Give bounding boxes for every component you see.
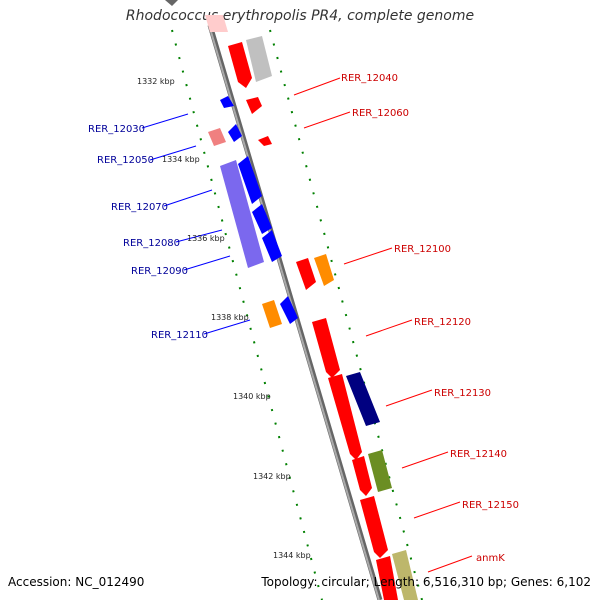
gene-rer-12110-orange	[262, 300, 282, 328]
gene-label-rer-12040: RER_12040	[341, 73, 398, 84]
gene-label-rer-12110: RER_12110	[151, 330, 208, 341]
gene-olive-1	[368, 450, 392, 492]
gene-rer-12060	[246, 97, 262, 114]
gene-label-rer-12060: RER_12060	[352, 108, 409, 119]
leader-rer-12110	[203, 319, 251, 335]
gene-label-rer-12070: RER_12070	[111, 202, 168, 213]
gene-small-red	[258, 136, 272, 146]
gene-blue-1	[220, 96, 234, 108]
gene-rer-12130	[328, 374, 362, 460]
leader-rer-12140	[401, 451, 449, 469]
gene-top-fragment-1	[205, 15, 228, 32]
leader-rer-12100	[343, 247, 393, 265]
gene-rer-12080	[252, 204, 272, 234]
gene-label-rer-12080: RER_12080	[123, 238, 180, 249]
gene-rer-12050	[228, 124, 242, 142]
gene-rer-12150	[360, 496, 388, 558]
leader-rer-12070	[163, 189, 213, 207]
gene-navy-1	[346, 372, 380, 426]
gene-label-rer-12120: RER_12120	[414, 317, 471, 328]
gene-blue-2	[238, 156, 262, 204]
gene-anmk	[376, 556, 398, 600]
gene-label-rer-12100: RER_12100	[394, 244, 451, 255]
kbp-label: 1340 kbp	[233, 392, 271, 401]
gene-rer-12140	[352, 456, 372, 496]
leader-rer-12090	[183, 255, 231, 271]
gene-label-rer-12140: RER_12140	[450, 449, 507, 460]
gene-rer-12070	[220, 160, 264, 268]
gene-rer-12090	[262, 230, 282, 262]
leader-rer-12080	[175, 229, 223, 243]
gene-rer-12040	[228, 42, 252, 88]
genome-summary: Topology: circular; Length: 6,516,310 bp…	[261, 575, 591, 589]
tick-track-right	[269, 29, 423, 600]
leader-rer-12040	[293, 77, 341, 96]
gene-khaki-1	[392, 550, 418, 600]
kbp-label: 1332 kbp	[137, 77, 175, 86]
leader-rer-12060	[303, 111, 351, 129]
kbp-label: 1334 kbp	[162, 155, 200, 164]
leader-rer-12050	[149, 145, 197, 161]
kbp-label: 1336 kbp	[187, 234, 225, 243]
kbp-label: 1342 kbp	[253, 472, 291, 481]
gene-top-fragment-2	[165, 0, 178, 6]
gene-rer-12120	[312, 318, 340, 378]
leader-rer-12150	[413, 501, 461, 519]
gene-label-rer-12130: RER_12130	[434, 388, 491, 399]
leader-rer-12120	[365, 319, 413, 337]
kbp-label: 1344 kbp	[273, 551, 311, 560]
gene-label-rer-12050: RER_12050	[97, 155, 154, 166]
kbp-label: 1338 kbp	[211, 313, 249, 322]
leader-rer-12030	[141, 113, 189, 129]
gene-label-rer-12090: RER_12090	[131, 266, 188, 277]
gene-label-anmk: anmK	[476, 553, 505, 564]
tick-track-left	[171, 29, 323, 600]
gene-rer-12100	[296, 258, 316, 290]
gene-label-rer-12030: RER_12030	[88, 124, 145, 135]
leader-anmk	[427, 555, 473, 573]
gene-label-rer-12150: RER_12150	[462, 500, 519, 511]
leader-rer-12130	[385, 389, 433, 407]
gene-grey-1	[246, 36, 272, 82]
gene-rer-12110	[280, 296, 298, 324]
gene-orange-1	[314, 254, 334, 286]
gene-rer-12030	[208, 128, 226, 146]
accession-text: Accession: NC_012490	[8, 575, 145, 589]
